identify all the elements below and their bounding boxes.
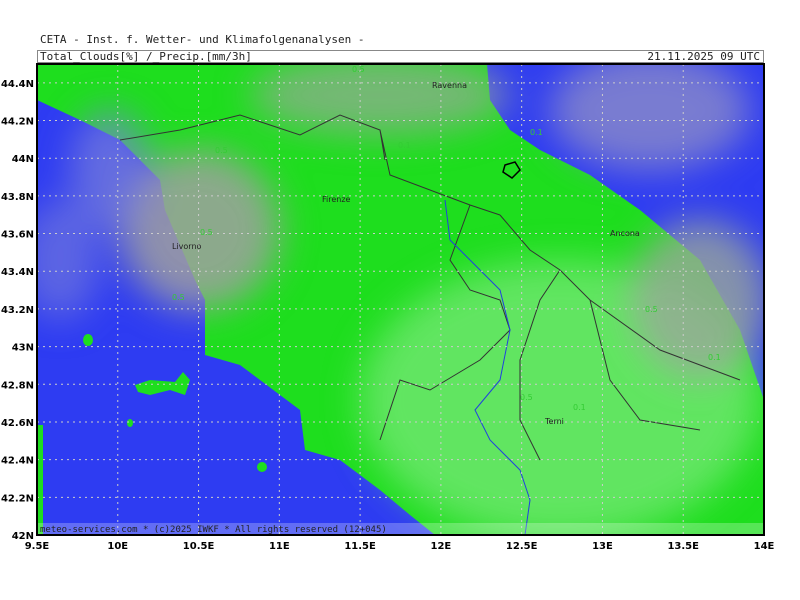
city-ravenna: Ravenna (432, 81, 467, 90)
header-bar: Total_Clouds[%] /_Precip.[mm/3h] 21.11.2… (37, 50, 764, 63)
contour-label: 0.5 (352, 65, 365, 74)
lon-tick-label: 13.5E (667, 541, 699, 552)
city-firenze: Firenze (322, 195, 351, 204)
contour-label: 0.5 (172, 293, 185, 302)
copyright-footer: meteo-services.com * (c)2025 IWKF * All … (40, 525, 387, 535)
lat-tick-label: 44.4N (1, 79, 34, 90)
lat-tick-label: 42.8N (1, 380, 34, 391)
city-terni: Terni (544, 417, 564, 426)
lat-tick-label: 43N (12, 343, 34, 354)
lat-tick-label: 42.2N (1, 493, 34, 504)
contour-label: 0.5 (215, 146, 228, 155)
lon-tick-label: 13E (592, 541, 613, 552)
footer-band (37, 523, 764, 535)
map-frame (36, 63, 765, 536)
lon-tick-label: 11E (269, 541, 290, 552)
lon-tick-label: 10E (107, 541, 128, 552)
san-marino-border (502, 161, 521, 179)
valid-time: 21.11.2025 09 UTC (647, 50, 760, 63)
lon-tick-label: 14E (754, 541, 775, 552)
lat-tick-label: 42.4N (1, 456, 34, 467)
axes: 9.5E 10E 10.5E 11E 11.5E 12E 12.5E 13E 13.5E 14E 4… (1, 79, 775, 552)
lat-tick-label: 43.6N (1, 230, 34, 241)
contour-label: 0.5 (200, 228, 213, 237)
lon-tick-label: 12.5E (506, 541, 538, 552)
field-title: Total_Clouds[%] /_Precip.[mm/3h] (40, 50, 252, 63)
lat-tick-label: 43.4N (1, 267, 34, 278)
lat-tick-label: 44.2N (1, 117, 34, 128)
lat-tick-label: 43.2N (1, 305, 34, 316)
lat-tick-label: 43.8N (1, 192, 34, 203)
city-livorno: Livorno (172, 242, 202, 251)
contour-label: 0.1 (398, 141, 411, 150)
lat-tick-label: 42.6N (1, 418, 34, 429)
island-elba (135, 372, 190, 395)
cloud-overlay (37, 64, 764, 535)
lon-tick-label: 9.5E (25, 541, 50, 552)
contour-label: 0.1 (573, 403, 586, 412)
contour-label: 0.1 (530, 128, 543, 137)
corsica-edge (37, 425, 43, 535)
lon-tick-label: 10.5E (183, 541, 215, 552)
contour-label: 0.1 (708, 353, 721, 362)
institute-title: CETA - Inst. f. Wetter- und Klimafolgena… (40, 33, 365, 46)
lat-tick-label: 44N (12, 154, 34, 165)
island-giglio (257, 462, 267, 472)
contour-label: 0.5 (520, 393, 533, 402)
contour-label: 0.5 (645, 305, 658, 314)
island-capraia (83, 334, 93, 346)
grid-lines (37, 64, 764, 535)
island-pianosa (127, 419, 133, 427)
lat-tick-label: 42N (12, 531, 34, 542)
river-tiber (444, 199, 531, 535)
lon-tick-label: 12E (431, 541, 452, 552)
lon-tick-label: 11.5E (344, 541, 376, 552)
city-ancona: Ancona (610, 229, 640, 238)
